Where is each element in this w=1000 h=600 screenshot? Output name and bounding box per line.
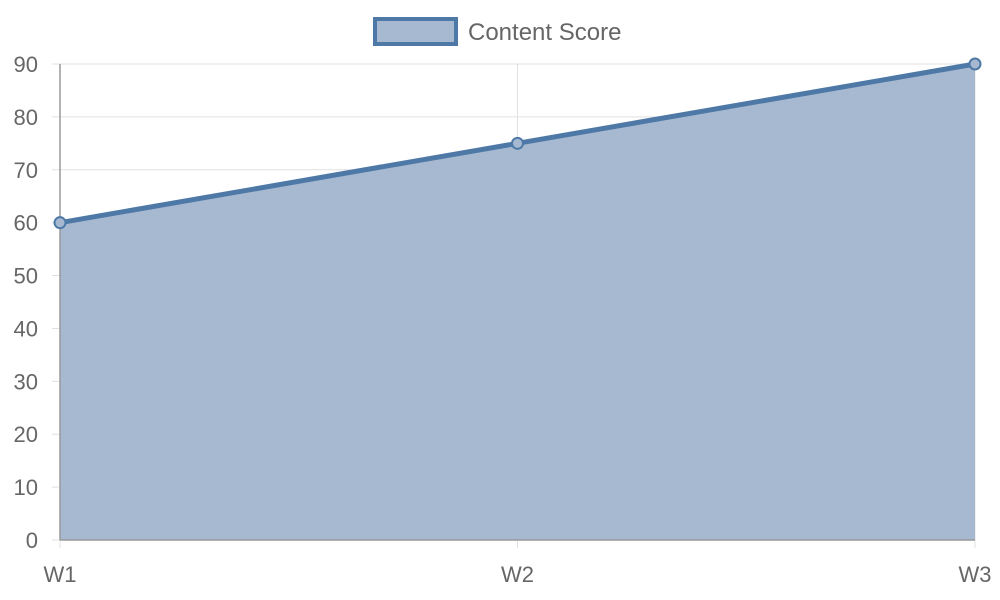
y-tick-label: 60 (14, 211, 38, 236)
series-points (53, 57, 982, 230)
x-axis-ticks: W1 W2 W3 (44, 562, 992, 587)
y-tick-label: 30 (14, 369, 38, 394)
y-tick-label: 10 (14, 475, 38, 500)
y-tick-label: 50 (14, 264, 38, 289)
x-tick-label: W1 (44, 562, 77, 587)
legend-swatch[interactable] (373, 17, 458, 46)
y-tick-label: 0 (26, 528, 38, 553)
y-axis-ticks: 0 10 20 30 40 50 60 70 80 90 (14, 52, 38, 553)
axes (59, 64, 975, 541)
legend[interactable]: Content Score (373, 17, 621, 46)
x-tick-label: W3 (959, 562, 992, 587)
y-tick-label: 20 (14, 422, 38, 447)
x-tick-label: W2 (501, 562, 534, 587)
data-point[interactable] (53, 216, 67, 230)
y-tick-label: 40 (14, 316, 38, 341)
y-tick-label: 90 (14, 52, 38, 77)
y-tick-label: 70 (14, 158, 38, 183)
data-point[interactable] (511, 136, 524, 150)
y-tick-label: 80 (14, 105, 38, 130)
legend-label[interactable]: Content Score (468, 19, 621, 46)
data-point[interactable] (968, 57, 982, 71)
